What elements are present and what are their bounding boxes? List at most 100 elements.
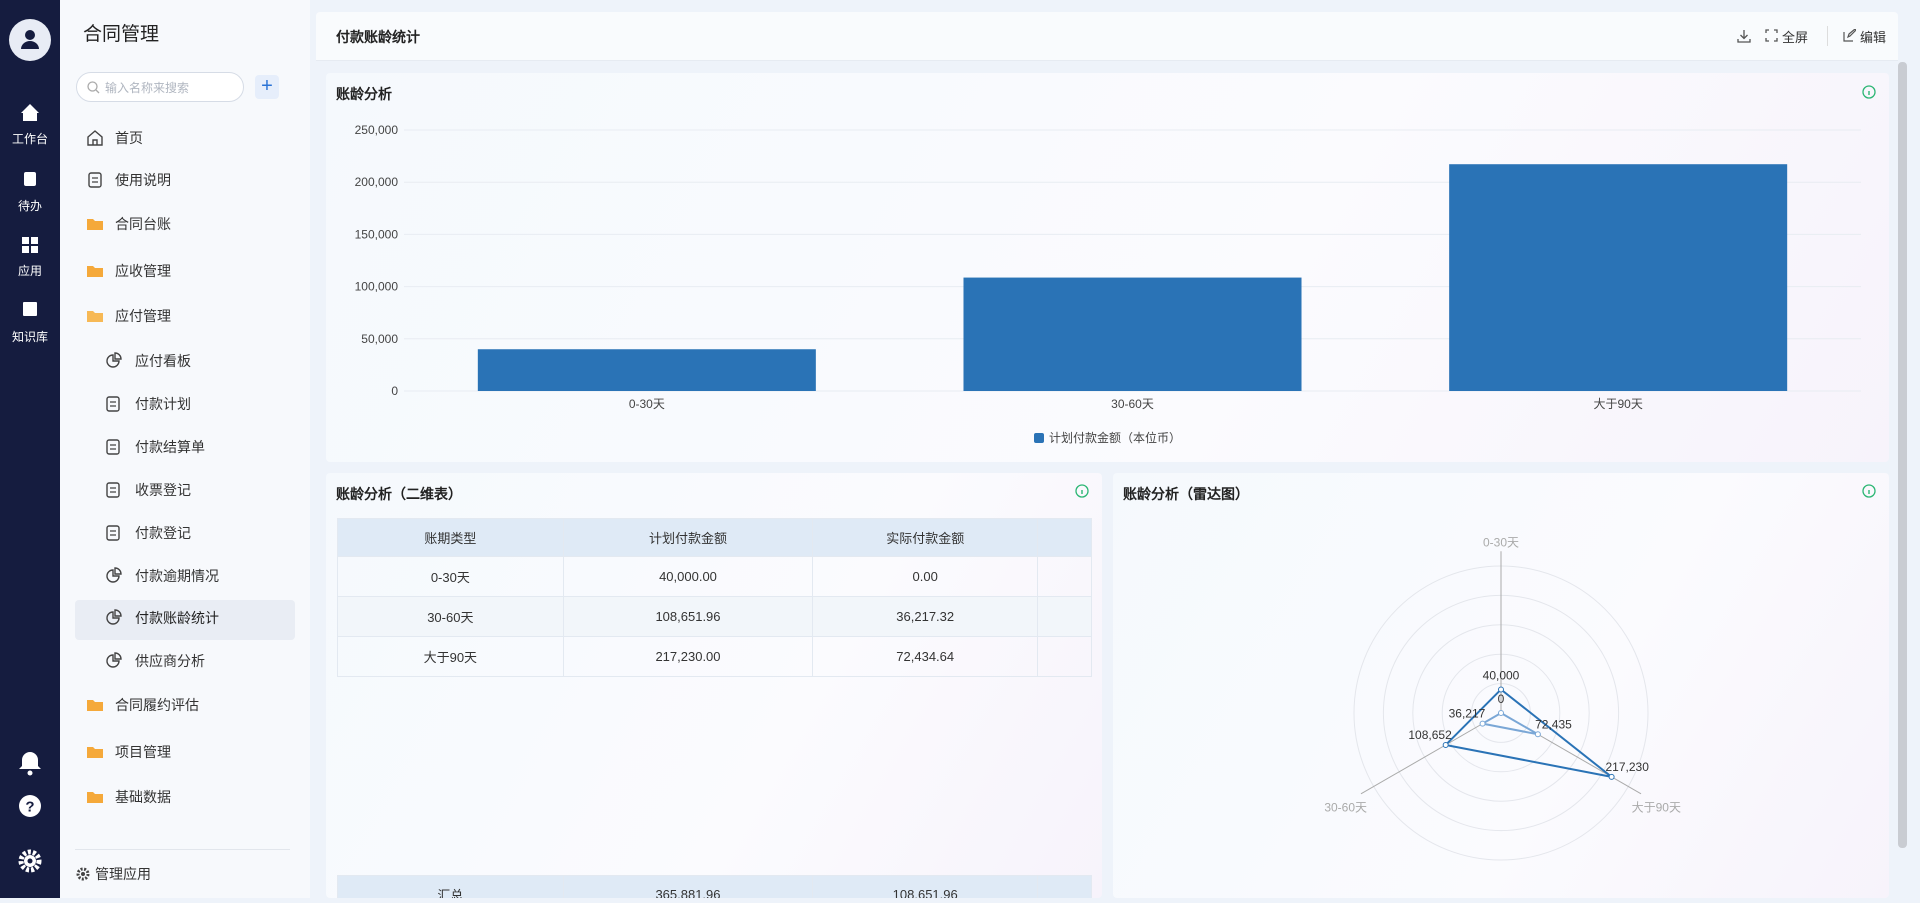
folder-glyph [87, 266, 103, 277]
folder-glyph [87, 747, 103, 758]
edit-button[interactable]: 编辑 [1860, 30, 1887, 45]
help-icon[interactable] [19, 795, 41, 817]
edit-icon [1843, 29, 1856, 42]
menu-item[interactable]: 供应商分析 [135, 653, 205, 669]
summary-row: 汇总 365,881.96 108,651.96 [337, 875, 1092, 898]
add-button[interactable]: + [255, 75, 279, 99]
doc-glyph [106, 525, 120, 541]
menu-icon [106, 439, 120, 455]
table-cell: 30-60天 [337, 596, 564, 637]
table-row: 大于90天 217,230.00 72,434.64 [337, 636, 1092, 677]
menu-item[interactable]: 项目管理 [115, 744, 171, 760]
doc-glyph [106, 439, 120, 455]
home-icon [21, 104, 39, 121]
pie-slice [114, 567, 122, 575]
summary-table: 汇总 365,881.96 108,651.96 [337, 875, 1092, 898]
nav-label[interactable]: 待办 [17, 199, 42, 213]
table-cell-empty [1037, 596, 1092, 637]
summary-cell: 108,651.96 [812, 875, 1039, 898]
menu-item[interactable]: 应付管理 [115, 308, 171, 324]
column-header: 计划付款金额 [562, 518, 814, 557]
menu-icon [87, 311, 103, 322]
nav-icons: ? [9, 19, 51, 873]
scrollbar[interactable] [1898, 62, 1907, 848]
card-title: 账龄分析（雷达图） [1123, 486, 1249, 502]
pie-glyph [106, 611, 120, 625]
avatar-body [21, 41, 39, 49]
menu-item[interactable]: 首页 [115, 130, 143, 146]
pie-slice [114, 352, 122, 360]
app-icon [31, 237, 38, 244]
pie-slice [114, 652, 122, 660]
table-row: 30-60天 108,651.96 36,217.32 [337, 596, 1092, 637]
menu-icon [106, 396, 120, 412]
menu-item[interactable]: 使用说明 [115, 172, 171, 188]
table-cell: 36,217.32 [812, 596, 1039, 637]
menu-item[interactable]: 付款登记 [135, 525, 191, 541]
menu-item[interactable]: 合同台账 [115, 216, 171, 232]
table-header: 账期类型 计划付款金额 实际付款金额 [337, 518, 1092, 557]
menu-icon [87, 130, 103, 146]
radar-card: 账龄分析（雷达图） [1113, 473, 1889, 898]
menu-icon [106, 482, 120, 498]
search-box[interactable]: 输入名称来搜索 [76, 72, 244, 102]
menu-item[interactable]: 付款账龄统计 [135, 610, 219, 626]
bell-icon[interactable] [19, 752, 41, 769]
nav-label[interactable]: 工作台 [11, 132, 48, 146]
menu-item[interactable]: 应收管理 [115, 263, 171, 279]
active-highlight [75, 600, 295, 640]
download-icon[interactable] [1737, 29, 1751, 43]
folder-glyph [87, 219, 103, 230]
menu-item[interactable]: 付款计划 [135, 396, 191, 412]
column-header: 实际付款金额 [812, 518, 1039, 557]
sidebar: 合同管理 输入名称来搜索 + 首页 使用说明 合同台账 应收管理 应付管理 应付看板 付款计… [60, 0, 310, 898]
folder-glyph [87, 311, 103, 322]
column-header: 账期类型 [337, 518, 564, 557]
menu-item[interactable]: 合同履约评估 [115, 697, 199, 713]
header-bar: 付款账龄统计 全屏 编辑 [316, 12, 1898, 61]
menu-icon [106, 652, 122, 668]
app-icon [31, 246, 38, 253]
doc-lines [110, 530, 116, 536]
app-icon [22, 237, 29, 244]
table-cell: 大于90天 [337, 636, 564, 677]
help-glyph: ? [25, 799, 34, 816]
divider [75, 849, 290, 850]
fullscreen-button[interactable]: 全屏 [1782, 30, 1809, 45]
menu-icon [106, 609, 122, 625]
main: 付款账龄统计 全屏 编辑 账龄分析 账龄分析（二维表） 账期类型 计划付款金额 实际… [316, 12, 1898, 898]
folder-glyph [87, 792, 103, 803]
page-title: 付款账龄统计 [336, 29, 420, 45]
nav-label[interactable]: 应用 [17, 264, 42, 278]
pie-glyph [106, 354, 120, 368]
menu-icon [106, 567, 122, 583]
folder-glyph [87, 700, 103, 711]
separator [1827, 26, 1828, 46]
avatar-head [25, 30, 35, 40]
column-header-empty [1037, 518, 1092, 557]
table-row: 0-30天 40,000.00 0.00 [337, 556, 1092, 597]
menu-item[interactable]: 付款逾期情况 [135, 568, 219, 584]
doc-lines [110, 444, 116, 450]
menu-item[interactable]: 基础数据 [115, 789, 171, 805]
pie-slice [114, 609, 122, 617]
settings-hole [27, 858, 33, 864]
card-title: 账龄分析（二维表） [336, 486, 462, 502]
todo-icon [24, 172, 36, 186]
nav-label[interactable]: 知识库 [11, 330, 48, 344]
menu-icon [106, 525, 120, 541]
settings-icon[interactable] [18, 849, 42, 873]
doc-glyph [106, 482, 120, 498]
table-cell: 0-30天 [337, 556, 564, 597]
search-icon [87, 81, 100, 94]
manage-apps[interactable]: 管理应用 [95, 866, 151, 882]
doc-glyph [106, 396, 120, 412]
menu-item[interactable]: 收票登记 [135, 482, 191, 498]
menu-item[interactable]: 应付看板 [135, 353, 191, 369]
menu-item[interactable]: 付款结算单 [135, 439, 205, 455]
menu-icon [88, 172, 102, 188]
doc-glyph [88, 172, 102, 188]
table-card: 账龄分析（二维表） 账期类型 计划付款金额 实际付款金额 0-30天 40,000.0… [326, 473, 1102, 898]
summary-cell: 汇总 [337, 875, 564, 898]
